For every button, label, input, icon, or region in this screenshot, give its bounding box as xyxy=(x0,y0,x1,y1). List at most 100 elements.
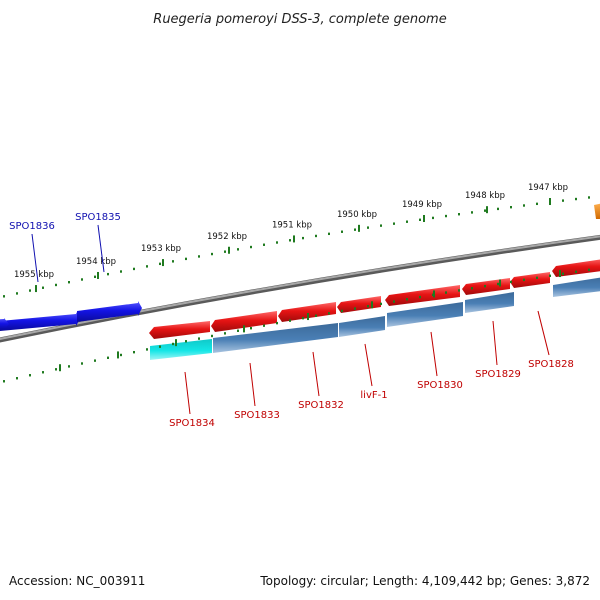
outer-minor-tick xyxy=(68,281,70,284)
inner-minor-tick xyxy=(536,276,538,280)
leader-line-spo1833 xyxy=(249,362,256,407)
inner-minor-tick xyxy=(107,356,109,359)
inner-minor-tick xyxy=(55,368,57,371)
inner-minor-tick xyxy=(289,319,291,322)
outer-minor-tick xyxy=(328,232,330,236)
inner-major-tick xyxy=(499,279,501,287)
inner-minor-tick xyxy=(94,359,96,362)
outer-minor-tick xyxy=(458,213,460,216)
cds-spo1833-1832-bar xyxy=(213,323,338,353)
outer-minor-tick xyxy=(81,278,83,281)
leader-line-spo1835 xyxy=(97,224,105,273)
inner-minor-tick xyxy=(549,274,551,277)
gene-label-spo1833: SPO1833 xyxy=(234,410,280,421)
outer-minor-tick xyxy=(237,248,239,251)
inner-minor-tick xyxy=(16,377,18,380)
inner-minor-tick xyxy=(458,289,460,292)
inner-minor-tick xyxy=(523,278,525,282)
outer-minor-tick xyxy=(55,283,57,287)
reverse-gene-spo1830-arrow xyxy=(385,285,460,306)
scale-ticks-outer xyxy=(3,196,590,298)
scale-label-1955: 1955 kbp xyxy=(14,270,54,280)
inner-major-tick xyxy=(307,313,309,321)
gene-label-spo1836: SPO1836 xyxy=(9,221,55,232)
forward-gene-spo1835-arrow xyxy=(77,301,142,322)
reverse-gene-spo1832-arrow xyxy=(278,302,336,322)
scale-label-1950: 1950 kbp xyxy=(337,210,377,220)
outer-minor-tick xyxy=(276,241,278,244)
gene-label-spo1835: SPO1835 xyxy=(75,212,121,223)
inner-minor-tick xyxy=(198,337,200,340)
forward-gene-edge-arrow xyxy=(0,318,9,330)
scale-label-1953: 1953 kbp xyxy=(141,244,181,254)
leader-line-livf-1 xyxy=(364,343,373,387)
inner-minor-tick xyxy=(159,345,161,348)
inner-minor-tick xyxy=(302,316,304,320)
outer-minor-tick xyxy=(250,245,252,249)
cds-livf-1-bar xyxy=(339,316,385,337)
outer-minor-tick xyxy=(523,204,525,207)
inner-minor-tick xyxy=(3,380,5,383)
outer-major-tick xyxy=(358,224,360,232)
inner-minor-tick xyxy=(133,350,135,354)
outer-minor-tick xyxy=(484,209,486,212)
inner-minor-tick xyxy=(328,312,330,315)
inner-major-tick xyxy=(433,290,435,298)
outer-minor-tick xyxy=(497,207,499,211)
inner-minor-tick xyxy=(146,348,148,351)
inner-minor-tick xyxy=(471,287,473,290)
scale-labels: 1955 kbp 1954 kbp 1953 kbp 1952 kbp 1951 kbp… xyxy=(14,183,568,280)
inner-minor-tick xyxy=(445,291,447,294)
topology-text: Topology: circular; Length: 4,109,442 bp… xyxy=(260,574,590,588)
inner-minor-tick xyxy=(406,298,408,301)
reverse-gene-spo1833-arrow xyxy=(211,311,277,332)
inner-major-tick xyxy=(371,301,373,309)
outer-minor-tick xyxy=(341,230,343,233)
outer-minor-tick xyxy=(94,275,96,278)
outer-minor-tick xyxy=(3,295,5,298)
outer-minor-tick xyxy=(211,252,213,256)
inner-minor-tick xyxy=(120,353,122,357)
inner-minor-tick xyxy=(42,371,44,374)
inner-minor-tick xyxy=(250,326,252,330)
outer-minor-tick xyxy=(393,222,395,225)
inner-minor-tick xyxy=(68,365,70,368)
inner-minor-tick xyxy=(341,309,343,313)
gene-label-spo1834: SPO1834 xyxy=(169,418,215,429)
scale-ticks-inner xyxy=(3,268,590,383)
outer-minor-tick xyxy=(133,267,135,271)
inner-major-tick xyxy=(59,364,61,372)
outer-major-tick xyxy=(549,198,551,206)
outer-major-tick xyxy=(293,235,295,243)
outer-minor-tick xyxy=(198,255,200,258)
inner-minor-tick xyxy=(263,324,265,327)
outer-minor-tick xyxy=(588,196,590,199)
inner-minor-tick xyxy=(29,374,31,377)
scale-label-1952: 1952 kbp xyxy=(207,232,247,242)
inner-minor-tick xyxy=(484,284,486,288)
inner-minor-tick xyxy=(81,362,83,365)
inner-minor-tick xyxy=(575,270,577,273)
outer-minor-tick xyxy=(445,214,447,218)
inner-minor-tick xyxy=(354,307,356,310)
inner-minor-tick xyxy=(315,314,317,317)
outer-minor-tick xyxy=(315,234,317,238)
cds-spo1830-bar xyxy=(387,302,463,327)
outer-minor-tick xyxy=(185,257,187,261)
cds-edge-bar xyxy=(553,277,600,297)
outer-minor-tick xyxy=(16,292,18,295)
inner-minor-tick xyxy=(185,340,187,343)
outer-minor-tick xyxy=(172,260,174,263)
map-title: Ruegeria pomeroyi DSS-3, complete genome xyxy=(153,12,446,27)
outer-minor-tick xyxy=(107,272,109,276)
outer-minor-tick xyxy=(120,270,122,273)
reverse-gene-livf-1-arrow xyxy=(337,296,381,313)
scale-label-1951: 1951 kbp xyxy=(272,220,312,230)
leader-line-spo1834 xyxy=(184,371,191,415)
gene-label-spo1828: SPO1828 xyxy=(528,359,574,370)
inner-minor-tick xyxy=(237,329,239,332)
outer-major-tick xyxy=(486,206,488,214)
outer-major-tick xyxy=(35,285,37,293)
